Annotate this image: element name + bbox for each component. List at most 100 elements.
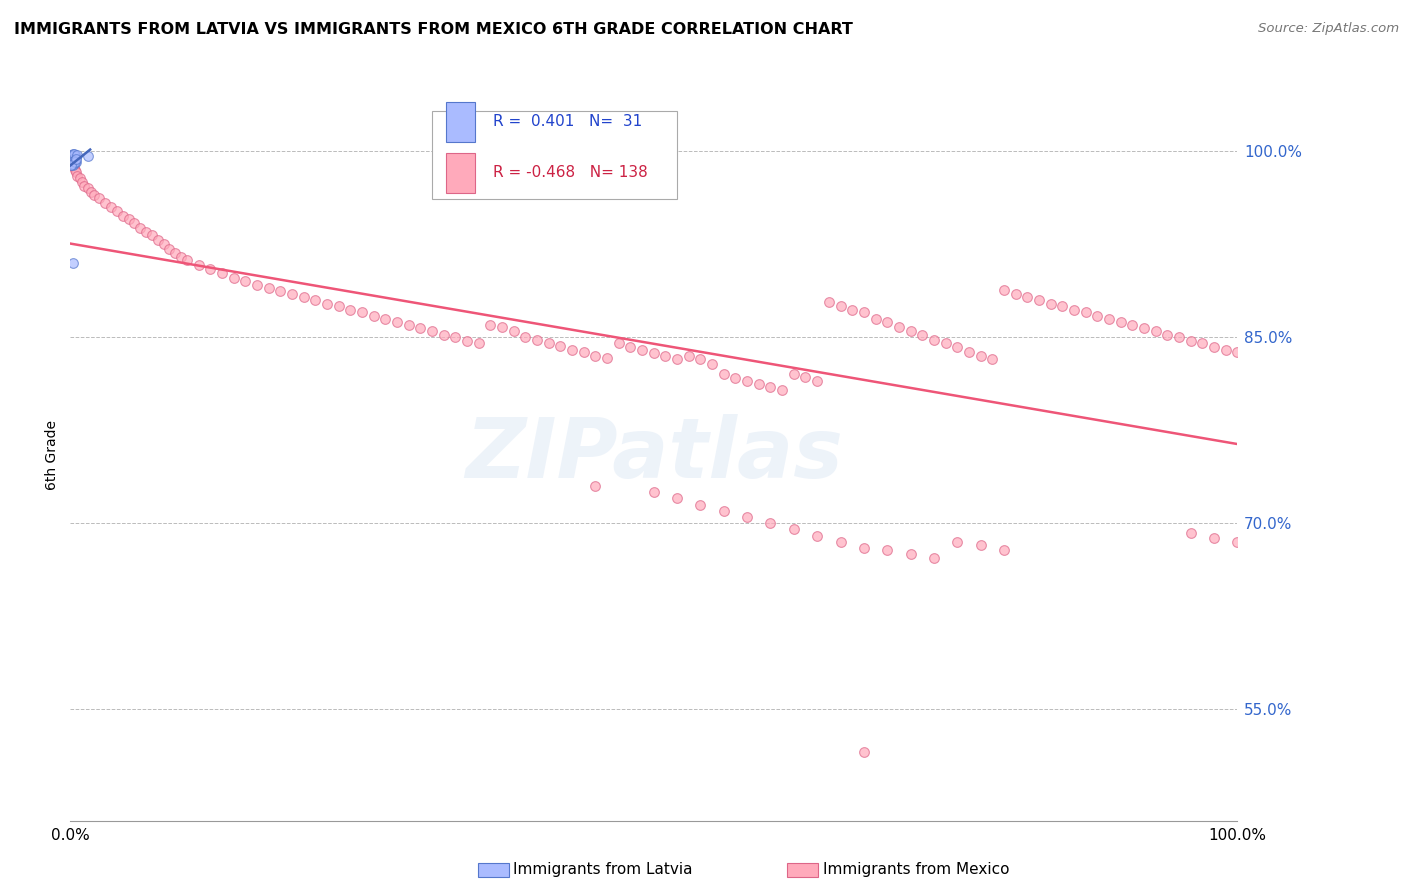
Point: [62, 158, 84, 172]
FancyBboxPatch shape: [432, 112, 678, 199]
Point: [830, 299, 852, 313]
Point: [631, 343, 654, 357]
Point: [141, 228, 163, 243]
Point: [398, 318, 420, 332]
Point: [111, 209, 134, 223]
Point: [1039, 296, 1062, 310]
Point: [783, 368, 806, 382]
Point: [60, 149, 83, 163]
Text: Immigrants from Mexico: Immigrants from Mexico: [823, 863, 1010, 877]
Point: [713, 368, 735, 382]
Point: [1074, 305, 1097, 319]
Point: [467, 336, 491, 351]
Text: Immigrants from Latvia: Immigrants from Latvia: [513, 863, 693, 877]
Point: [374, 311, 396, 326]
Point: [60, 153, 83, 167]
Point: [1180, 334, 1202, 348]
Point: [135, 225, 157, 239]
Point: [304, 293, 326, 307]
Point: [76, 181, 98, 195]
Point: [211, 266, 233, 280]
Point: [865, 311, 887, 326]
Point: [62, 153, 84, 167]
Point: [981, 352, 1004, 367]
Point: [585, 349, 607, 363]
Point: [118, 212, 141, 227]
Point: [794, 369, 817, 384]
Point: [502, 324, 524, 338]
Point: [666, 352, 689, 367]
Point: [281, 286, 304, 301]
Point: [1191, 336, 1213, 351]
Point: [246, 278, 269, 293]
Point: [187, 258, 209, 272]
Point: [1202, 531, 1225, 545]
Point: [515, 330, 537, 344]
Point: [678, 349, 700, 363]
Point: [759, 516, 782, 530]
Point: [66, 148, 89, 162]
Point: [1098, 311, 1121, 326]
Point: [1121, 318, 1143, 332]
Point: [233, 274, 256, 288]
Point: [1004, 286, 1026, 301]
Point: [76, 149, 98, 163]
Point: [748, 377, 770, 392]
Point: [1017, 290, 1039, 304]
Point: [550, 339, 572, 353]
Point: [783, 522, 806, 536]
Point: [1156, 327, 1178, 342]
FancyBboxPatch shape: [446, 153, 475, 193]
Point: [818, 295, 841, 310]
Point: [66, 169, 89, 183]
Point: [129, 221, 152, 235]
Point: [420, 324, 443, 338]
Point: [491, 320, 513, 334]
Point: [124, 216, 146, 230]
Point: [292, 290, 315, 304]
Point: [339, 302, 361, 317]
Point: [62, 161, 84, 175]
Point: [537, 336, 560, 351]
Point: [63, 155, 86, 169]
Point: [934, 336, 956, 351]
Point: [735, 509, 758, 524]
Point: [352, 305, 374, 319]
Point: [433, 327, 456, 342]
Point: [887, 320, 910, 334]
Point: [911, 327, 934, 342]
Point: [643, 346, 665, 360]
Point: [62, 150, 84, 164]
Point: [62, 256, 84, 270]
Point: [1215, 343, 1237, 357]
Point: [70, 175, 93, 189]
Point: [969, 538, 991, 552]
Point: [62, 152, 84, 166]
Point: [65, 155, 87, 169]
Point: [1226, 534, 1249, 549]
Point: [257, 280, 280, 294]
Point: [561, 343, 583, 357]
Point: [900, 324, 922, 338]
Point: [946, 534, 969, 549]
Point: [713, 504, 735, 518]
Point: [62, 156, 84, 170]
Point: [876, 543, 898, 558]
Point: [159, 242, 181, 256]
Point: [770, 384, 793, 398]
Point: [852, 541, 875, 555]
Point: [830, 534, 852, 549]
Point: [170, 250, 193, 264]
Point: [89, 191, 111, 205]
Point: [63, 148, 86, 162]
Text: R = -0.468   N= 138: R = -0.468 N= 138: [492, 165, 648, 180]
Point: [105, 203, 128, 218]
Point: [165, 245, 187, 260]
Point: [1028, 293, 1050, 307]
Point: [702, 358, 724, 372]
Point: [526, 333, 548, 347]
Point: [1050, 299, 1074, 313]
Text: R =  0.401   N=  31: R = 0.401 N= 31: [492, 114, 643, 129]
Point: [654, 349, 676, 363]
Point: [63, 153, 86, 167]
